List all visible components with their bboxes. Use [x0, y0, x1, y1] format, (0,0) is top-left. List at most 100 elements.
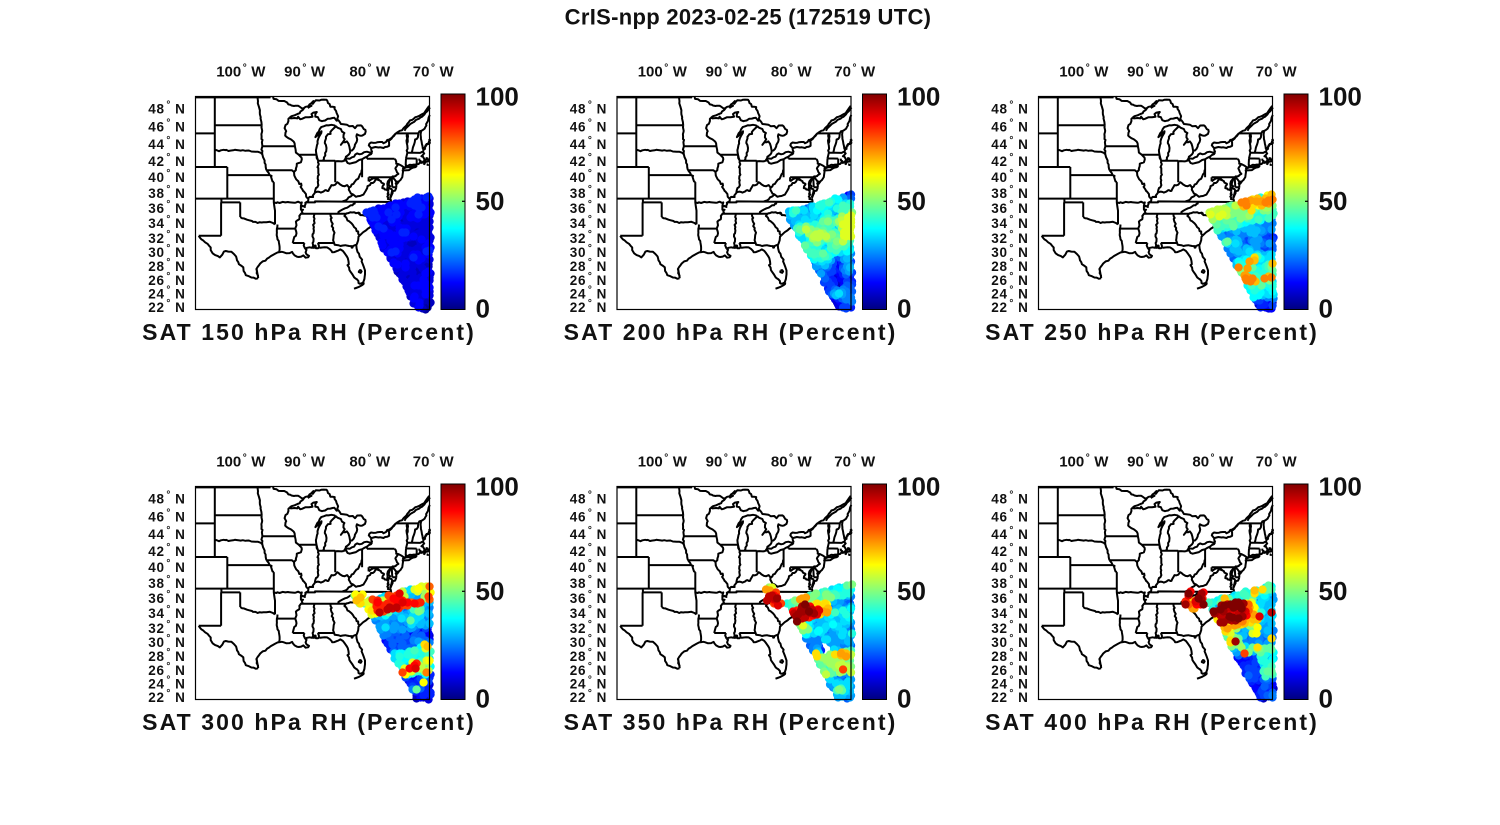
svg-text:70°W: 70 ° W — [1256, 63, 1298, 81]
svg-text:80°W: 80 ° W — [1192, 453, 1234, 471]
svg-text:34°N: 34 ° N — [570, 214, 608, 231]
svg-text:26°N: 26 ° N — [570, 661, 608, 678]
svg-text:30°N: 30 ° N — [570, 633, 608, 650]
svg-text:48°N: 48 ° N — [148, 100, 186, 117]
svg-text:34°N: 34 ° N — [570, 604, 608, 621]
svg-text:24°N: 24 ° N — [570, 675, 608, 692]
svg-text:70°W: 70 ° W — [1256, 453, 1298, 471]
svg-text:46°N: 46 ° N — [570, 508, 608, 525]
svg-text:36°N: 36 ° N — [570, 589, 608, 606]
svg-text:50: 50 — [476, 186, 505, 216]
svg-text:100: 100 — [1319, 472, 1362, 502]
svg-text:22°N: 22 ° N — [570, 688, 608, 705]
svg-text:80°W: 80 ° W — [771, 63, 813, 81]
svg-text:48°N: 48 ° N — [570, 490, 608, 507]
svg-text:44°N: 44 ° N — [148, 135, 186, 152]
svg-text:22°N: 22 ° N — [148, 298, 186, 315]
svg-text:22°N: 22 ° N — [991, 688, 1028, 705]
svg-text:100°W: 100 ° W — [638, 453, 688, 471]
svg-text:38°N: 38 ° N — [570, 184, 608, 201]
svg-text:90°W: 90 ° W — [1127, 63, 1169, 81]
svg-text:42°N: 42 ° N — [570, 152, 608, 169]
svg-text:80°W: 80 ° W — [1192, 63, 1234, 81]
svg-text:36°N: 36 ° N — [991, 199, 1028, 216]
svg-text:90°W: 90 ° W — [284, 453, 326, 471]
svg-text:42°N: 42 ° N — [148, 542, 186, 559]
svg-text:80°W: 80 ° W — [771, 453, 813, 471]
svg-text:46°N: 46 ° N — [570, 118, 608, 135]
svg-text:100: 100 — [476, 82, 519, 112]
svg-text:22°N: 22 ° N — [991, 298, 1028, 315]
svg-text:100°W: 100 ° W — [1059, 63, 1109, 81]
svg-text:38°N: 38 ° N — [148, 574, 186, 591]
svg-text:24°N: 24 ° N — [148, 285, 186, 302]
svg-text:100°W: 100 ° W — [216, 63, 266, 81]
svg-text:CrIS-npp 2023-02-25 (172519 UT: CrIS-npp 2023-02-25 (172519 UTC) — [565, 5, 932, 30]
svg-text:100: 100 — [1319, 82, 1362, 112]
svg-text:50: 50 — [476, 576, 505, 606]
svg-text:48°N: 48 ° N — [991, 490, 1028, 507]
svg-text:90°W: 90 ° W — [284, 63, 326, 81]
svg-text:50: 50 — [1319, 186, 1348, 216]
svg-text:44°N: 44 ° N — [570, 525, 608, 542]
svg-text:100: 100 — [897, 472, 940, 502]
svg-text:26°N: 26 ° N — [148, 661, 186, 678]
svg-text:0: 0 — [897, 294, 911, 324]
svg-text:36°N: 36 ° N — [148, 199, 186, 216]
svg-text:32°N: 32 ° N — [570, 619, 608, 636]
svg-text:42°N: 42 ° N — [148, 152, 186, 169]
svg-text:90°W: 90 ° W — [706, 63, 748, 81]
svg-text:50: 50 — [897, 186, 926, 216]
svg-text:80°W: 80 ° W — [349, 453, 391, 471]
svg-text:26°N: 26 ° N — [991, 661, 1028, 678]
svg-text:40°N: 40 ° N — [991, 558, 1028, 575]
svg-text:38°N: 38 ° N — [570, 574, 608, 591]
svg-text:0: 0 — [1319, 294, 1333, 324]
svg-text:30°N: 30 ° N — [148, 633, 186, 650]
svg-text:44°N: 44 ° N — [991, 135, 1028, 152]
svg-text:46°N: 46 ° N — [991, 508, 1028, 525]
svg-text:SAT 250 hPa RH (Percent): SAT 250 hPa RH (Percent) — [985, 319, 1319, 345]
svg-text:SAT 350 hPa RH (Percent): SAT 350 hPa RH (Percent) — [564, 709, 898, 735]
svg-text:38°N: 38 ° N — [991, 574, 1028, 591]
svg-text:24°N: 24 ° N — [148, 675, 186, 692]
svg-text:22°N: 22 ° N — [148, 688, 186, 705]
svg-text:100°W: 100 ° W — [638, 63, 688, 81]
svg-text:80°W: 80 ° W — [349, 63, 391, 81]
svg-text:34°N: 34 ° N — [991, 214, 1028, 231]
svg-text:22°N: 22 ° N — [570, 298, 608, 315]
svg-text:36°N: 36 ° N — [991, 589, 1028, 606]
svg-text:38°N: 38 ° N — [148, 184, 186, 201]
svg-text:0: 0 — [476, 294, 490, 324]
svg-text:48°N: 48 ° N — [148, 490, 186, 507]
svg-text:40°N: 40 ° N — [570, 558, 608, 575]
svg-text:32°N: 32 ° N — [148, 229, 186, 246]
svg-text:44°N: 44 ° N — [148, 525, 186, 542]
svg-text:90°W: 90 ° W — [1127, 453, 1169, 471]
svg-text:28°N: 28 ° N — [148, 647, 186, 664]
svg-text:30°N: 30 ° N — [148, 243, 186, 260]
svg-text:42°N: 42 ° N — [570, 542, 608, 559]
svg-text:26°N: 26 ° N — [991, 271, 1028, 288]
svg-text:30°N: 30 ° N — [991, 243, 1028, 260]
svg-text:100: 100 — [476, 472, 519, 502]
svg-text:28°N: 28 ° N — [570, 647, 608, 664]
svg-text:0: 0 — [897, 684, 911, 714]
svg-text:70°W: 70 ° W — [413, 63, 455, 81]
svg-text:42°N: 42 ° N — [991, 152, 1028, 169]
svg-text:28°N: 28 ° N — [991, 257, 1028, 274]
svg-text:SAT 400 hPa RH (Percent): SAT 400 hPa RH (Percent) — [985, 709, 1319, 735]
svg-text:40°N: 40 ° N — [148, 558, 186, 575]
svg-text:24°N: 24 ° N — [570, 285, 608, 302]
svg-text:100°W: 100 ° W — [216, 453, 266, 471]
svg-text:24°N: 24 ° N — [991, 285, 1028, 302]
svg-text:32°N: 32 ° N — [570, 229, 608, 246]
svg-text:100°W: 100 ° W — [1059, 453, 1109, 471]
svg-text:90°W: 90 ° W — [706, 453, 748, 471]
svg-text:36°N: 36 ° N — [570, 199, 608, 216]
svg-text:38°N: 38 ° N — [991, 184, 1028, 201]
svg-text:32°N: 32 ° N — [991, 619, 1028, 636]
svg-text:44°N: 44 ° N — [991, 525, 1028, 542]
svg-text:44°N: 44 ° N — [570, 135, 608, 152]
svg-text:48°N: 48 ° N — [991, 100, 1028, 117]
